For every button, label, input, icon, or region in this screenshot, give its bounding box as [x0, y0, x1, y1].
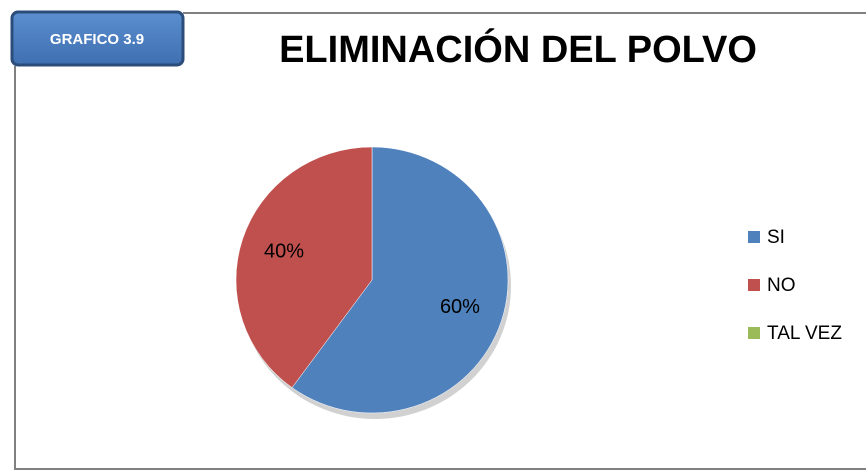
pie-slice	[235, 146, 373, 388]
badge	[10, 10, 185, 67]
legend-swatch	[748, 279, 760, 291]
pie-slice	[291, 146, 509, 414]
chart-title: ELIMINACIÓN DEL POLVO	[279, 27, 757, 71]
data-label: 60%	[440, 296, 480, 318]
legend-label: NO	[767, 275, 796, 296]
legend-swatch	[748, 231, 760, 243]
legend-label: TAL VEZ	[767, 323, 842, 344]
frame	[14, 66, 866, 470]
data-label: 40%	[264, 240, 304, 262]
badge-text: GRAFICO 3.9	[50, 31, 144, 48]
legend-label: SI	[767, 227, 785, 248]
legend-swatch	[748, 327, 760, 339]
